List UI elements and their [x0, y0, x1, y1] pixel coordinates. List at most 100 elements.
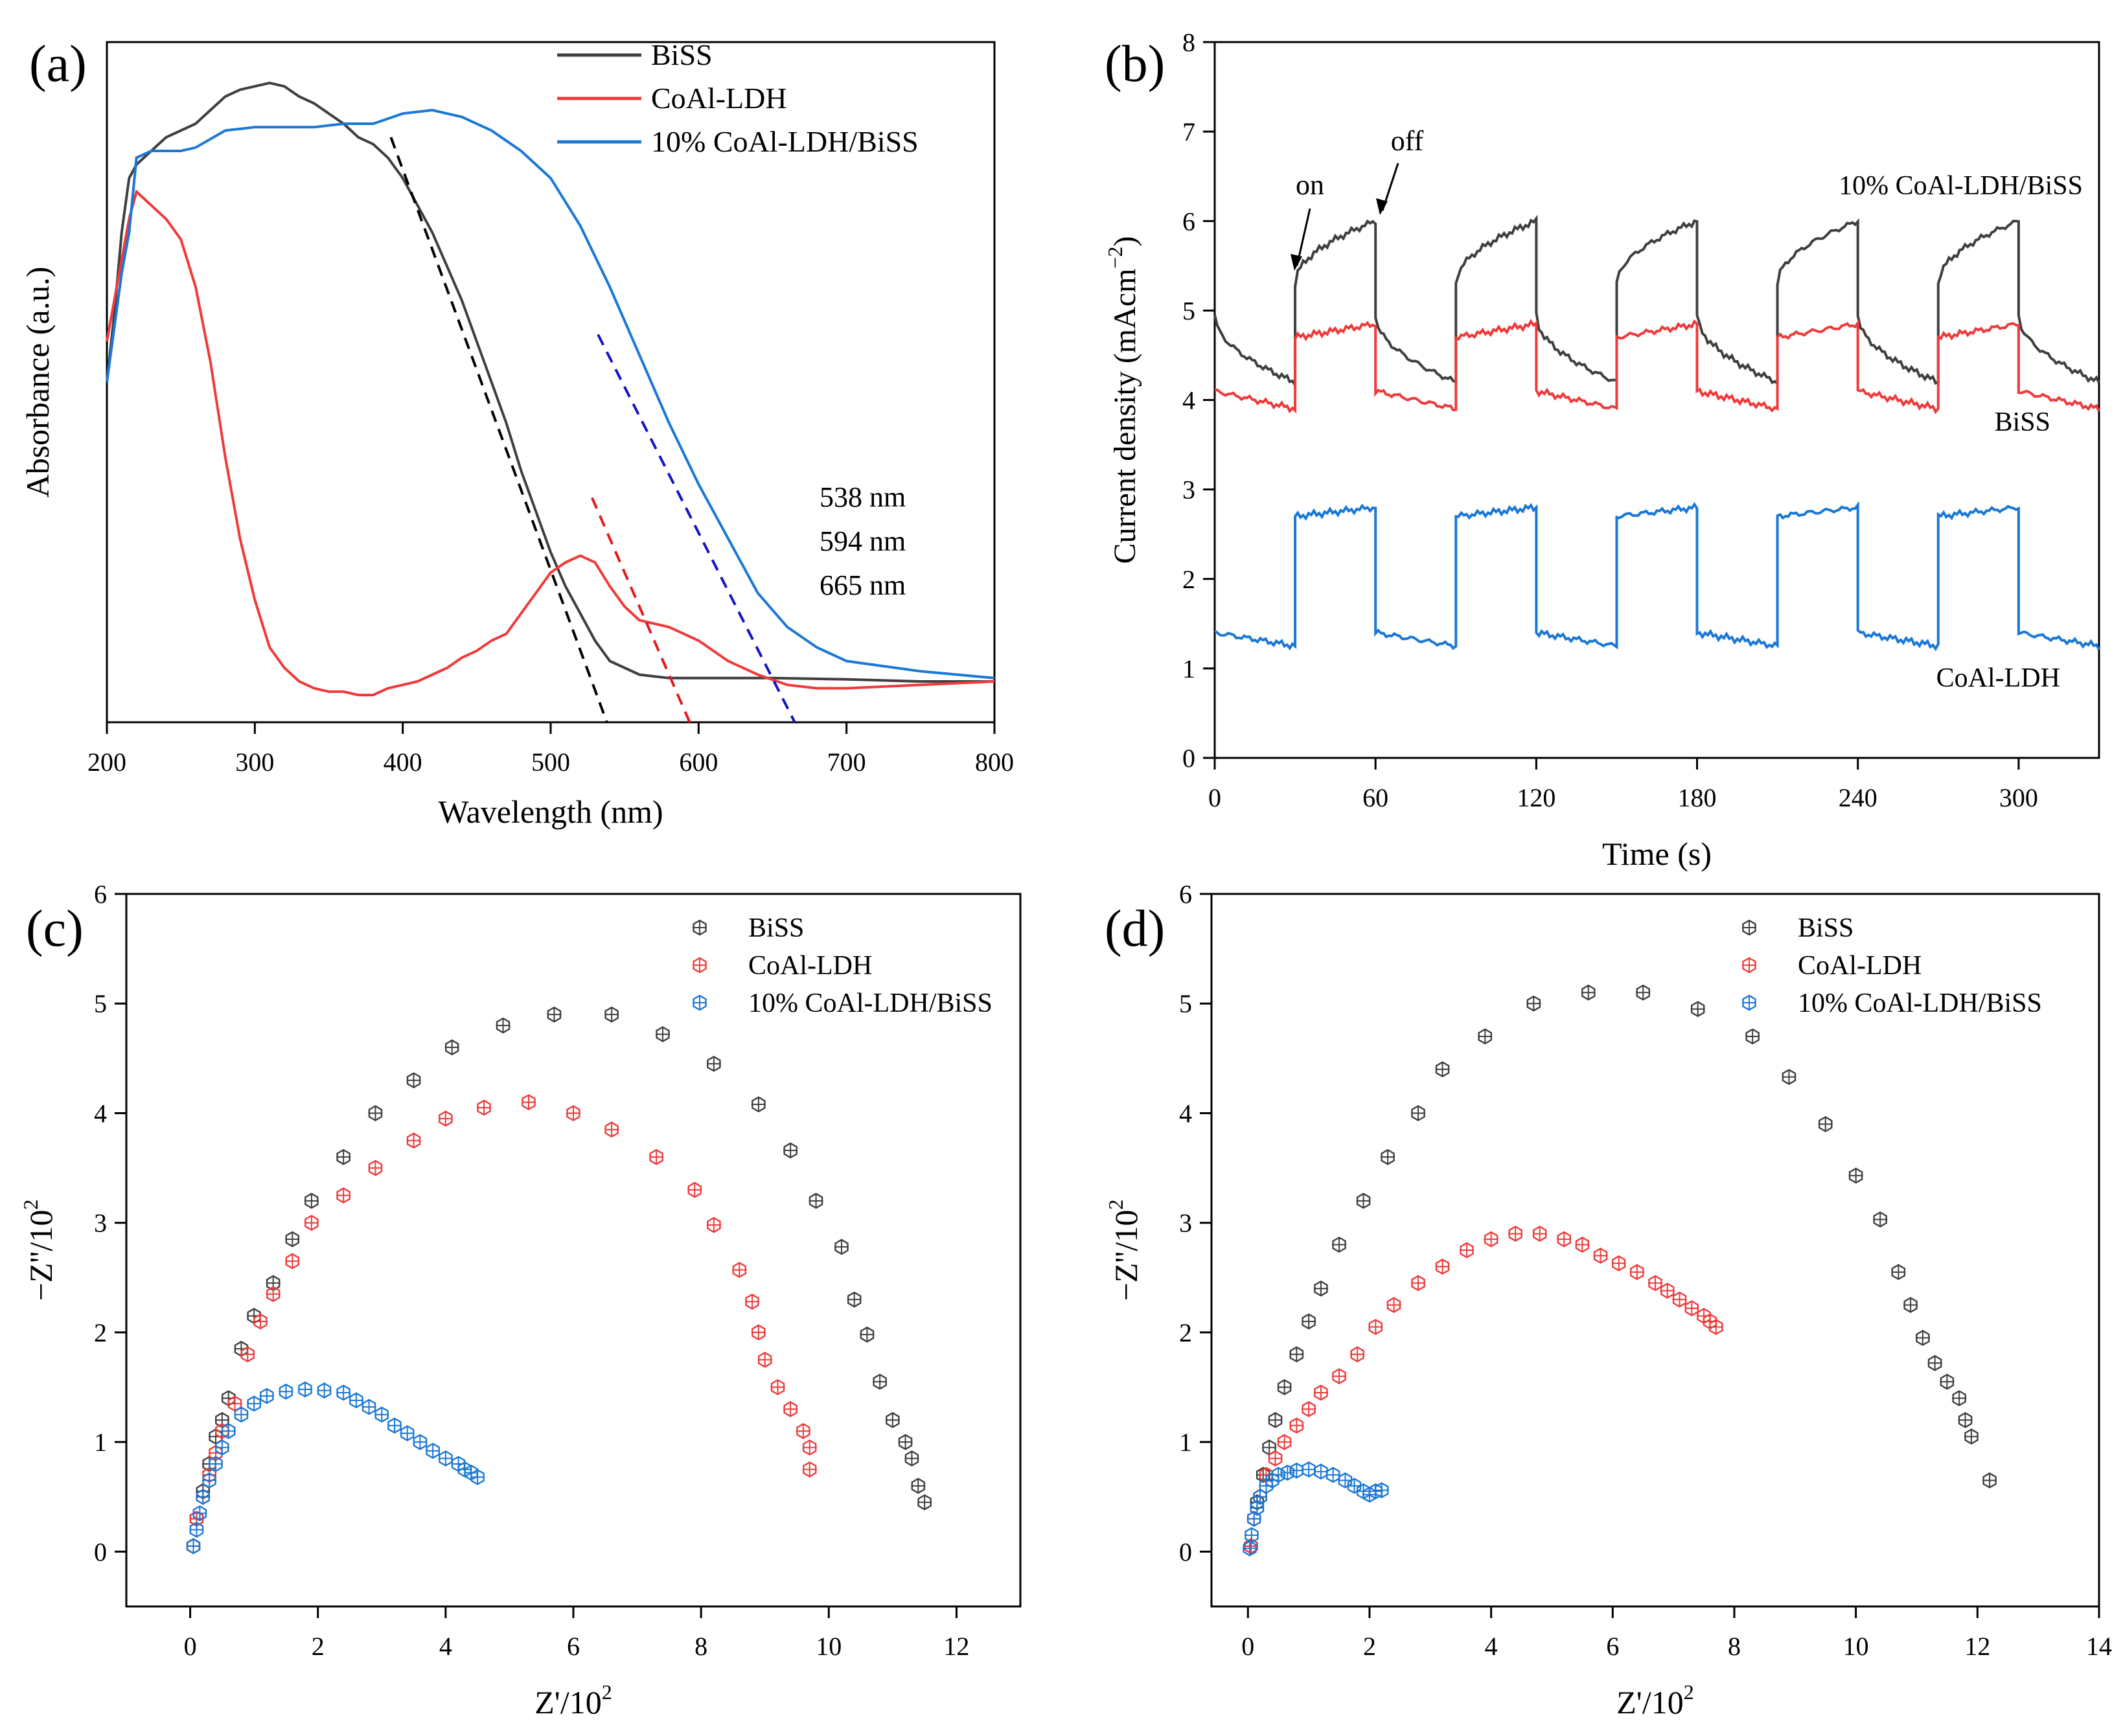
- data-point: [604, 1121, 619, 1138]
- data-point: [285, 1231, 300, 1248]
- marker-hex: [1381, 1148, 1395, 1165]
- photocurrent-trace-0: [1213, 214, 2100, 390]
- off-arrow-head: [1376, 198, 1388, 215]
- x-tick-label: 12: [1964, 1632, 1990, 1661]
- y-tick-label: 5: [94, 989, 107, 1018]
- legend-label: CoAl-LDH: [748, 951, 872, 981]
- data-point: [1411, 1275, 1426, 1292]
- legend-label: BiSS: [1798, 913, 1853, 943]
- x-tick-label: 200: [87, 748, 126, 777]
- photocurrent-trace-1: [1214, 319, 2100, 415]
- data-point: [1289, 1417, 1304, 1434]
- data-point: [1581, 984, 1596, 1001]
- data-point: [796, 1422, 810, 1439]
- x-tick-label: 2: [312, 1632, 325, 1661]
- marker-hex: [1250, 1500, 1265, 1516]
- y-axis-label: −Z''/102: [19, 1200, 59, 1301]
- marker-hex: [260, 1388, 274, 1404]
- data-point: [317, 1382, 332, 1399]
- legend-label: 10% CoAl-LDH/BiSS: [651, 125, 919, 158]
- panel-label: (c): [26, 900, 84, 957]
- data-point: [1927, 1354, 1942, 1371]
- data-point: [911, 1478, 926, 1494]
- x-tick-label: 4: [439, 1632, 452, 1661]
- y-axis-label: Absorbance (a.u.): [19, 267, 56, 498]
- x-tick-label: 6: [1606, 1632, 1619, 1661]
- data-point: [1277, 1379, 1292, 1395]
- panel-b: (b) 0 60 120 180 240 300 0 1 2 3 4 5 6 7 8 Time (s) Curre…: [1103, 28, 2100, 872]
- data-point: [1289, 1346, 1304, 1363]
- data-point: [1435, 1061, 1450, 1078]
- data-point: [214, 1439, 229, 1456]
- marker-hex: [1435, 1061, 1450, 1078]
- marker-hex: [547, 1006, 562, 1023]
- y-axis-label-sup: 2: [19, 1200, 42, 1210]
- y-tick-label: 1: [94, 1428, 107, 1457]
- data-point: [904, 1450, 919, 1467]
- data-point: [751, 1324, 766, 1341]
- y-axis-label: −Z''/102: [1104, 1200, 1144, 1301]
- y-tick-label: 4: [1182, 386, 1195, 415]
- data-point: [649, 1148, 664, 1165]
- marker-hex: [1648, 1275, 1662, 1292]
- marker-hex: [873, 1373, 887, 1390]
- data-point: [834, 1239, 849, 1255]
- data-point: [1435, 1259, 1450, 1275]
- marker-hex: [1435, 1259, 1450, 1275]
- data-point: [783, 1401, 798, 1417]
- x-tick-label: 12: [943, 1632, 969, 1661]
- x-tick-label: 6: [567, 1632, 580, 1661]
- legend-label: BiSS: [748, 913, 804, 943]
- data-point: [1356, 1193, 1371, 1209]
- x-tick-label: 8: [1728, 1632, 1741, 1661]
- data-point: [247, 1395, 262, 1412]
- data-point: [1289, 1462, 1304, 1479]
- data-point: [706, 1216, 721, 1233]
- on-annotation: on: [1296, 169, 1324, 201]
- series-annotation: 10% CoAl-LDH/BiSS: [1839, 171, 2083, 201]
- data-point: [413, 1433, 428, 1450]
- data-point: [406, 1072, 421, 1089]
- tangent-line-1: [591, 497, 691, 723]
- series-line-0: [106, 81, 994, 683]
- y-tick-label: 5: [1179, 989, 1192, 1018]
- data-point: [751, 1096, 766, 1113]
- y-axis-label-close: ): [1108, 236, 1142, 247]
- data-point: [1280, 1465, 1295, 1481]
- data-point: [1891, 1264, 1906, 1281]
- y-tick-label: 0: [94, 1537, 107, 1566]
- marker-hex: [847, 1291, 862, 1308]
- y-tick-label: 3: [1182, 475, 1195, 505]
- data-point: [1332, 1237, 1347, 1253]
- marker-hex: [496, 1017, 511, 1034]
- data-point: [1848, 1167, 1863, 1184]
- marker-hex: [604, 1006, 619, 1023]
- data-point: [860, 1326, 875, 1343]
- marker-hex: [336, 1148, 350, 1165]
- data-point: [656, 1026, 670, 1042]
- marker-hex: [1289, 1417, 1304, 1434]
- data-point: [783, 1142, 798, 1159]
- data-point: [1982, 1472, 1997, 1489]
- data-point: [770, 1379, 785, 1395]
- x-tick-label: 500: [531, 748, 570, 777]
- x-tick-label: 0: [1241, 1632, 1254, 1661]
- plot-frame: [1210, 893, 2100, 1608]
- data-point: [253, 1313, 268, 1330]
- legend-label: BiSS: [651, 38, 713, 71]
- y-tick-label: 3: [1179, 1209, 1192, 1238]
- onset-annotation: 665 nm: [820, 569, 906, 601]
- y-tick-label: 4: [1179, 1099, 1192, 1128]
- marker-hex: [1593, 1248, 1608, 1264]
- marker-hex: [649, 1148, 663, 1165]
- legend-marker: [693, 919, 707, 936]
- data-point: [438, 1450, 453, 1467]
- panel-label: (a): [29, 36, 87, 93]
- y-tick-label: 8: [1182, 28, 1195, 57]
- data-point: [240, 1346, 255, 1363]
- y-axis-label-main: Current density (mAcm: [1108, 269, 1142, 564]
- x-tick-label: 2: [1363, 1632, 1376, 1661]
- x-axis-label: Z'/102: [534, 1680, 612, 1720]
- data-point: [1629, 1264, 1644, 1281]
- marker-hex: [240, 1346, 255, 1363]
